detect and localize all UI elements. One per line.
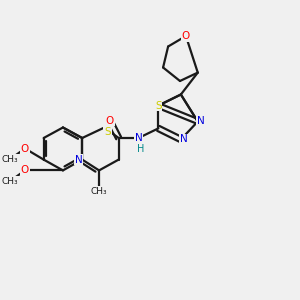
Text: O: O bbox=[106, 116, 114, 126]
Text: N: N bbox=[197, 116, 205, 127]
Text: H: H bbox=[137, 144, 145, 154]
Text: N: N bbox=[180, 134, 188, 145]
Text: CH₃: CH₃ bbox=[91, 187, 107, 196]
Text: N: N bbox=[75, 154, 83, 165]
Text: O: O bbox=[21, 165, 29, 176]
Text: N: N bbox=[135, 133, 142, 143]
Text: O: O bbox=[182, 31, 190, 41]
Text: CH₃: CH₃ bbox=[1, 155, 18, 164]
Text: O: O bbox=[21, 143, 29, 154]
Text: S: S bbox=[155, 100, 162, 111]
Text: S: S bbox=[104, 127, 111, 137]
Text: CH₃: CH₃ bbox=[1, 177, 18, 186]
